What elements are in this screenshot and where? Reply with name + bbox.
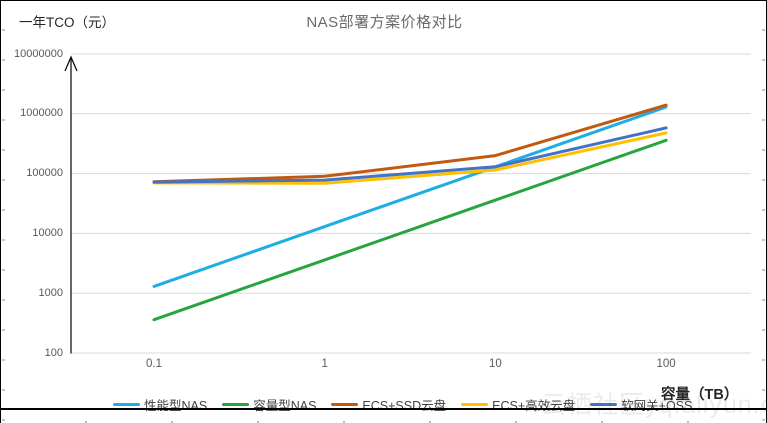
series-line-ECS+高效云盘 [152, 131, 668, 185]
x-tick-label: 0.1 [146, 358, 162, 370]
legend: 性能型NAS 容量型NAS ECS+SSD云盘 ECS+高效云盘 软网关+OSS [113, 395, 692, 414]
y-tick-label: 100000 [26, 167, 63, 180]
y-tick-label: 10000000 [14, 47, 63, 60]
legend-label: ECS+高效云盘 [492, 399, 576, 413]
legend-line-marker-icon [590, 402, 618, 407]
x-axis-title: 容量（TB） [661, 387, 739, 403]
series-line-容量型NAS [152, 138, 668, 322]
legend-line-marker-icon [113, 402, 140, 407]
right-edge-marks [762, 1, 765, 423]
legend-label: ECS+SSD云盘 [362, 399, 447, 413]
legend-item-ECS+SSD云盘: ECS+SSD云盘 [331, 395, 446, 414]
legend-label: 性能型NAS [144, 399, 208, 413]
y-axis-arrowhead-icon [64, 55, 78, 72]
x-tick-label: 1 [321, 358, 328, 370]
bottom-cell-edge-marks [1, 421, 766, 423]
series-line-软网关+OSS [152, 126, 668, 184]
x-tick-label: 100 [656, 358, 676, 370]
y-axis-title: 一年TCO（元） [19, 15, 115, 30]
legend-line-marker-icon [461, 402, 489, 407]
y-tick-label: 1000000 [20, 107, 63, 120]
legend-line-marker-icon [331, 402, 359, 407]
y-tick-label: 1000 [38, 286, 63, 299]
legend-label: 容量型NAS [253, 399, 317, 413]
legend-item-性能型NAS: 性能型NAS [113, 395, 207, 414]
left-edge-marks [2, 1, 5, 423]
chart-title: NAS部署方案价格对比 [306, 14, 463, 31]
series-line-ECS+SSD云盘 [152, 103, 668, 184]
y-tick-label: 10000 [32, 226, 63, 239]
legend-line-marker-icon [222, 402, 250, 407]
legend-item-容量型NAS: 容量型NAS [222, 395, 316, 414]
legend-item-ECS+高效云盘: ECS+高效云盘 [461, 395, 575, 414]
y-tick-label: 100 [44, 346, 63, 359]
x-tick-label: 10 [488, 358, 502, 370]
bottom-border-line [1, 408, 766, 410]
series-line-性能型NAS [152, 105, 668, 288]
